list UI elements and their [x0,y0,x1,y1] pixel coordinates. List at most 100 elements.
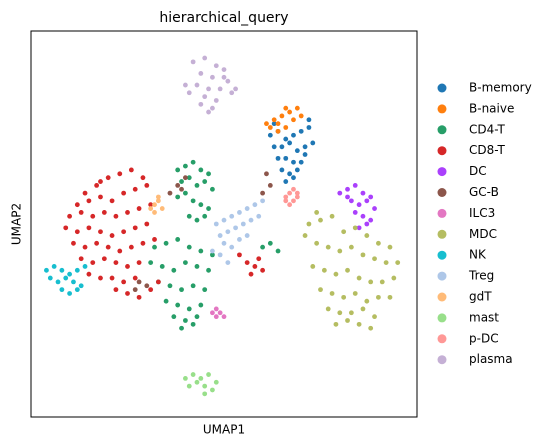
point [275,248,281,254]
point [221,217,227,223]
point [260,244,265,250]
point [271,121,277,127]
point [55,279,61,285]
point [113,287,119,293]
point [225,260,231,265]
point [314,210,320,215]
point [109,275,115,281]
point [244,233,250,238]
point [213,379,219,385]
point [283,179,289,184]
point [287,171,293,177]
point [256,256,262,262]
point [360,213,366,219]
chart-title: hierarchical_query [159,10,288,26]
point [113,260,119,265]
legend-marker [437,188,447,197]
point [198,302,204,308]
point [155,198,161,204]
point [306,117,312,123]
point [152,237,157,242]
point [387,244,393,250]
point [291,175,296,181]
point [217,252,223,258]
point [78,210,84,215]
point [283,125,289,130]
point [341,229,347,235]
point [186,213,192,219]
point [198,376,204,381]
point [59,287,65,293]
point [306,221,312,227]
point [352,183,358,188]
point [109,233,115,238]
point [283,105,289,111]
point [267,240,273,246]
point [132,225,138,231]
point [372,256,377,262]
point [364,198,370,204]
point [391,275,397,281]
point [233,86,238,92]
point [171,267,177,273]
point [98,275,103,281]
point [128,244,134,250]
point [217,233,223,238]
point [337,248,343,254]
point [105,175,111,181]
point [121,229,127,235]
point [190,321,196,327]
point [372,206,377,211]
legend-marker [437,355,447,365]
point [71,240,76,246]
point [364,221,370,227]
point [233,225,238,231]
point [298,128,304,134]
point [194,217,200,223]
point [202,383,208,389]
point [256,213,262,219]
point [221,67,227,72]
point [63,225,69,231]
point [175,167,181,173]
point [152,210,157,215]
point [345,318,350,323]
legend-label: NK [469,248,487,262]
point [117,171,123,177]
point [333,271,339,277]
point [67,291,72,296]
point [368,217,374,223]
point [98,194,103,200]
point [67,213,72,219]
point [291,198,296,204]
point [213,63,219,69]
point [148,202,154,208]
point [202,287,208,293]
point [190,59,196,65]
point [186,90,192,96]
point [179,179,184,184]
point [221,240,227,246]
point [213,98,219,103]
point [298,113,304,119]
point [144,221,150,227]
point [98,229,103,235]
legend-marker [437,313,447,323]
point [198,167,204,173]
point [302,233,308,238]
point [271,144,277,150]
legend-marker [437,292,447,302]
point [372,314,377,320]
point [275,155,281,161]
point [210,310,215,316]
point [148,260,154,265]
point [248,271,254,277]
point [144,183,150,188]
point [152,202,157,208]
point [260,267,265,273]
point [125,264,130,269]
point [179,186,184,192]
point [179,287,184,293]
point [117,248,123,254]
